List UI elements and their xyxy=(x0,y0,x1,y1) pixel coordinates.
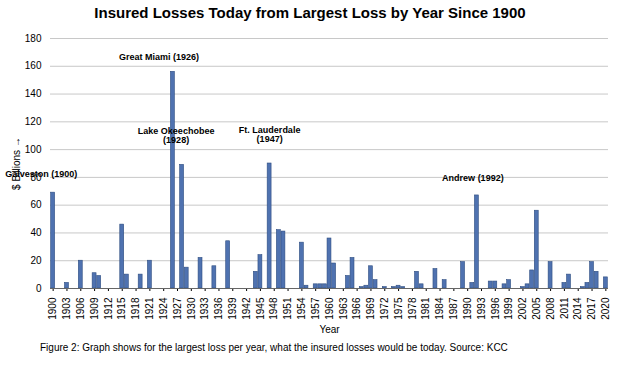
svg-text:120: 120 xyxy=(25,116,42,127)
svg-text:1987: 1987 xyxy=(448,297,459,320)
svg-text:1975: 1975 xyxy=(393,297,404,320)
svg-text:2014: 2014 xyxy=(572,297,583,320)
svg-text:Andrew (1992): Andrew (1992) xyxy=(442,173,504,183)
svg-text:1966: 1966 xyxy=(351,297,362,320)
svg-text:1903: 1903 xyxy=(61,297,72,320)
svg-text:60: 60 xyxy=(30,199,42,210)
svg-text:140: 140 xyxy=(25,88,42,99)
svg-text:1939: 1939 xyxy=(227,297,238,320)
svg-text:1957: 1957 xyxy=(310,297,321,320)
svg-text:1930: 1930 xyxy=(186,297,197,320)
svg-text:160: 160 xyxy=(25,60,42,71)
svg-text:1909: 1909 xyxy=(89,297,100,320)
svg-text:1927: 1927 xyxy=(172,297,183,320)
svg-text:Lake Okeechobee(1928): Lake Okeechobee(1928) xyxy=(138,126,215,145)
svg-text:1960: 1960 xyxy=(324,297,335,320)
svg-text:1942: 1942 xyxy=(241,297,252,320)
svg-text:1936: 1936 xyxy=(213,297,224,320)
svg-text:2005: 2005 xyxy=(531,297,542,320)
svg-text:40: 40 xyxy=(30,227,42,238)
svg-text:1969: 1969 xyxy=(365,297,376,320)
svg-text:1978: 1978 xyxy=(407,297,418,320)
svg-text:1963: 1963 xyxy=(338,297,349,320)
svg-text:1999: 1999 xyxy=(503,297,514,320)
svg-text:Ft. Lauderdale(1947): Ft. Lauderdale(1947) xyxy=(239,125,301,144)
svg-text:1972: 1972 xyxy=(379,297,390,320)
svg-text:1924: 1924 xyxy=(158,297,169,320)
svg-text:Galveston (1900): Galveston (1900) xyxy=(5,169,77,179)
svg-text:2002: 2002 xyxy=(517,297,528,320)
svg-text:1996: 1996 xyxy=(490,297,501,320)
svg-text:2017: 2017 xyxy=(586,297,597,320)
svg-text:2020: 2020 xyxy=(600,297,611,320)
svg-text:20: 20 xyxy=(30,255,42,266)
svg-text:1918: 1918 xyxy=(130,297,141,320)
svg-text:1990: 1990 xyxy=(462,297,473,320)
html-text:Figure 2: Graph shows for the: Figure 2: Graph shows for the largest lo… xyxy=(40,342,508,353)
svg-text:1954: 1954 xyxy=(296,297,307,320)
svg-text:180: 180 xyxy=(25,33,42,44)
svg-text:1921: 1921 xyxy=(144,297,155,320)
svg-text:1993: 1993 xyxy=(476,297,487,320)
svg-text:1984: 1984 xyxy=(434,297,445,320)
svg-text:1912: 1912 xyxy=(103,297,114,320)
svg-text:1900: 1900 xyxy=(47,297,58,320)
svg-text:1948: 1948 xyxy=(268,297,279,320)
svg-text:1915: 1915 xyxy=(116,297,127,320)
svg-text:1933: 1933 xyxy=(199,297,210,320)
svg-text:100: 100 xyxy=(25,144,42,155)
svg-text:1951: 1951 xyxy=(282,297,293,320)
svg-text:1906: 1906 xyxy=(75,297,86,320)
html-text:Insured Losses Today from Larg: Insured Losses Today from Largest Loss b… xyxy=(94,4,526,21)
svg-text:Year: Year xyxy=(319,324,340,335)
svg-text:1945: 1945 xyxy=(255,297,266,320)
svg-text:2011: 2011 xyxy=(559,297,570,319)
svg-text:Great Miami (1926): Great Miami (1926) xyxy=(119,52,199,62)
svg-text:2008: 2008 xyxy=(545,297,556,320)
svg-text:$ Billions →: $ Billions → xyxy=(11,137,22,190)
svg-text:0: 0 xyxy=(36,283,42,294)
svg-text:1981: 1981 xyxy=(420,297,431,320)
